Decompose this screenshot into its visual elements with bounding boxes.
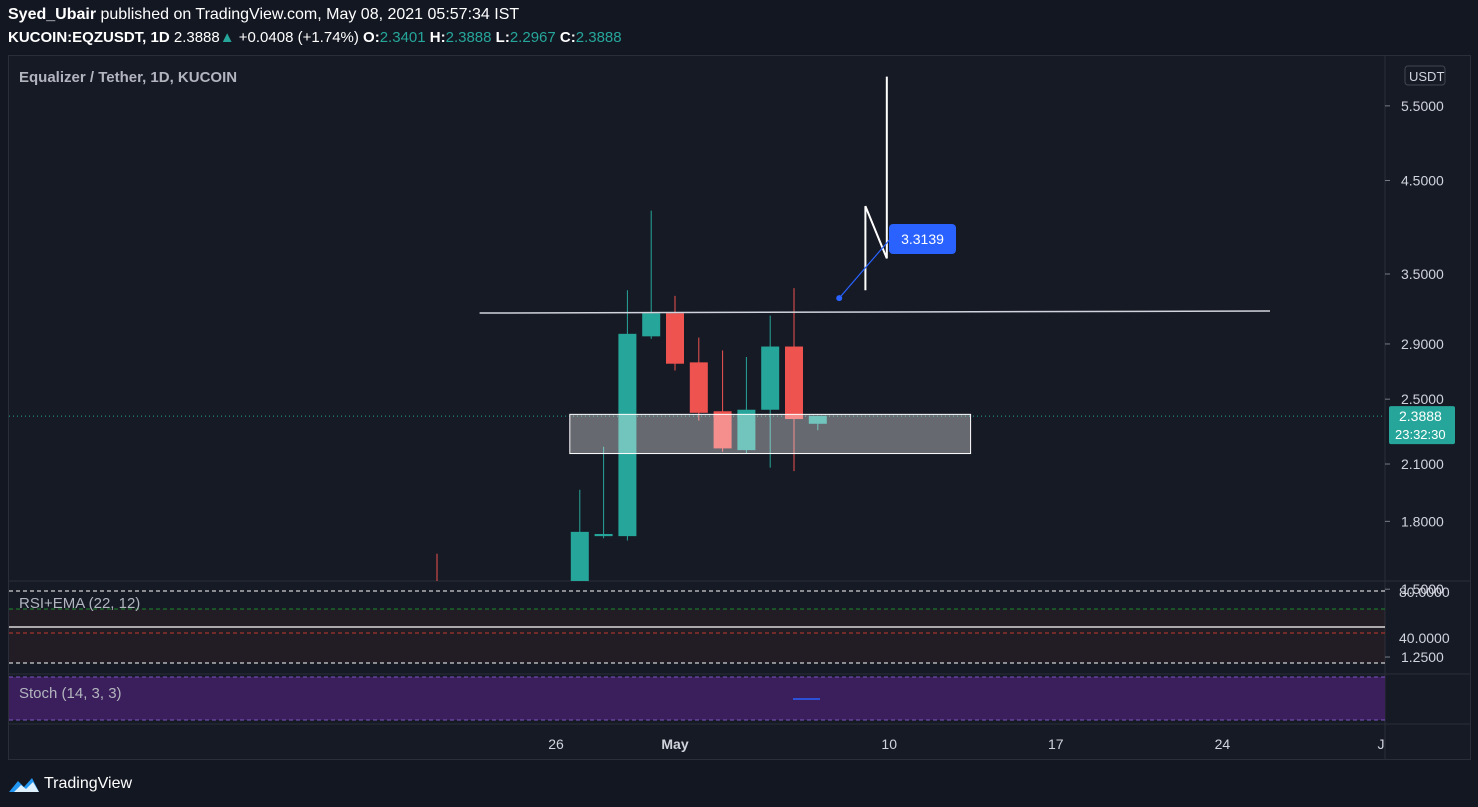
close-value: 2.3888 xyxy=(575,29,622,46)
x-tick-label: J xyxy=(1378,736,1385,752)
last-price: 2.3888 xyxy=(173,29,220,46)
candle-down[interactable] xyxy=(689,362,708,413)
y-tick-label: 2.1000 xyxy=(1401,456,1444,472)
x-tick-label: 26 xyxy=(548,736,564,752)
brand-label: TradingView xyxy=(44,775,133,792)
x-tick-label: 10 xyxy=(881,736,897,752)
publish-info: Syed_Ubair published on TradingView.com,… xyxy=(8,6,519,24)
symbol-ohlc-bar: KUCOIN:EQZUSDT, 1D 2.3888▲ +0.0408 (+1.7… xyxy=(8,29,622,46)
callout-line xyxy=(838,237,892,299)
stoch-indicator-name: Stoch (14, 3, 3) xyxy=(19,685,122,702)
rsi-level-label: 80.0000 xyxy=(1399,584,1450,600)
candle-down[interactable] xyxy=(713,411,732,449)
low-label: L: xyxy=(495,29,510,46)
y-tick-label: 4.5000 xyxy=(1401,173,1444,189)
candle-up[interactable] xyxy=(618,333,637,537)
projection-path[interactable] xyxy=(864,76,888,291)
rsi-indicator-name: RSI+EMA (22, 12) xyxy=(19,595,140,612)
low-value: 2.2967 xyxy=(509,29,556,46)
bar-countdown: 23:32:30 xyxy=(1395,427,1446,442)
callout-box[interactable] xyxy=(889,224,956,254)
last-price-tag-value: 2.3888 xyxy=(1399,408,1442,424)
currency-label: USDT xyxy=(1409,69,1444,84)
candle-up[interactable] xyxy=(594,533,613,537)
candle-up[interactable] xyxy=(808,415,827,424)
x-tick-label: May xyxy=(661,736,688,752)
candle-up[interactable] xyxy=(452,744,470,752)
open-value: 2.3401 xyxy=(379,29,426,46)
price-change: +0.0408 (+1.74%) xyxy=(238,29,359,46)
y-tick-label: 1.2500 xyxy=(1401,649,1444,665)
high-label: H: xyxy=(429,29,446,46)
rsi-level-label: 40.0000 xyxy=(1399,630,1450,646)
candle-down[interactable] xyxy=(428,740,446,748)
x-tick-label: 24 xyxy=(1215,736,1231,752)
stoch-band xyxy=(9,677,1385,720)
candle-down[interactable] xyxy=(666,313,684,364)
x-tick-label: 17 xyxy=(1048,736,1064,752)
y-tick-label: 2.5000 xyxy=(1401,391,1444,407)
callout-label: 3.3139 xyxy=(901,231,944,247)
candle-up[interactable] xyxy=(642,313,661,337)
candle-up[interactable] xyxy=(737,409,756,451)
y-tick-label: 1.5000 xyxy=(1401,581,1444,597)
chart-title: Equalizer / Tether, 1D, KUCOIN xyxy=(19,69,237,86)
y-tick-label: 3.5000 xyxy=(1401,266,1444,282)
close-label: C: xyxy=(559,29,576,46)
y-tick-label: 2.9000 xyxy=(1401,336,1444,352)
tradingview-logo-icon xyxy=(9,778,39,792)
candle-up[interactable] xyxy=(570,531,589,618)
up-triangle-icon: ▲ xyxy=(219,29,235,46)
rsi-band xyxy=(9,609,1385,663)
symbol-name: KUCOIN:EQZUSDT, 1D xyxy=(8,29,170,46)
high-value: 2.3888 xyxy=(445,29,492,46)
tradingview-brand[interactable]: TradingView xyxy=(8,773,132,795)
price-chart[interactable]: Equalizer / Tether, 1D, KUCOIN8.00006.50… xyxy=(9,56,1470,759)
publisher-name: Syed_Ubair xyxy=(8,6,97,23)
currency-badge[interactable] xyxy=(1404,65,1446,86)
published-text: published on TradingView.com, May 08, 20… xyxy=(100,6,520,23)
chart-panel[interactable]: Equalizer / Tether, 1D, KUCOIN8.00006.50… xyxy=(8,55,1471,760)
y-tick-label: 5.5000 xyxy=(1401,98,1444,114)
y-tick-label: 1.8000 xyxy=(1401,513,1444,529)
resistance-line[interactable] xyxy=(479,310,1271,314)
support-zone-box[interactable] xyxy=(569,413,972,455)
last-price-tag xyxy=(1389,406,1455,445)
candles-group xyxy=(428,210,827,752)
candle-up[interactable] xyxy=(761,346,780,410)
open-label: O: xyxy=(363,29,380,46)
candle-down[interactable] xyxy=(785,346,803,420)
